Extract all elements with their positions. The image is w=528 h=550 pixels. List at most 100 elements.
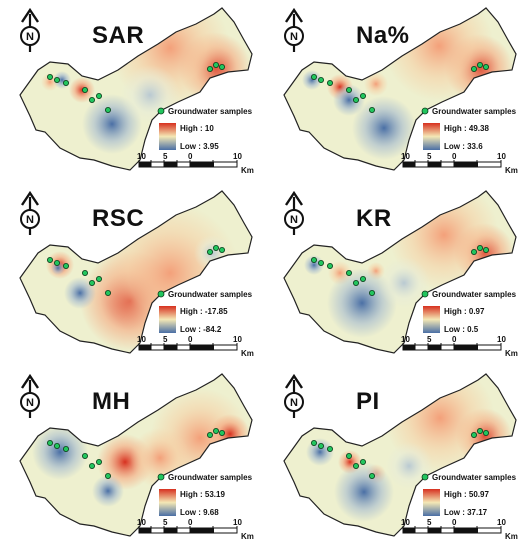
groundwater-sample-point — [318, 77, 325, 84]
groundwater-sample-point — [82, 87, 89, 94]
groundwater-sample-point — [360, 93, 367, 100]
legend-high-label: High : 53.19 — [180, 490, 225, 499]
scale-tick-0: 0 — [188, 152, 193, 161]
groundwater-sample-point — [54, 443, 61, 450]
groundwater-sample-point — [482, 430, 489, 437]
legend-color-ramp — [159, 123, 176, 150]
groundwater-sample-point — [470, 66, 477, 73]
legend-high-label: High : 0.97 — [444, 307, 485, 316]
scale-tick-0: 0 — [188, 518, 193, 527]
map-panel-rsc: N RSC Groundwater samples High : -17.85 … — [0, 183, 264, 366]
scale-bar — [138, 343, 238, 351]
scale-tick-0: 0 — [452, 152, 457, 161]
groundwater-sample-point — [212, 245, 219, 252]
groundwater-sample-point — [218, 64, 225, 71]
scale-bar — [402, 160, 502, 168]
groundwater-sample-point — [369, 473, 376, 480]
groundwater-sample-point — [206, 66, 213, 73]
scale-unit: Km — [241, 166, 254, 175]
groundwater-sample-point — [212, 428, 219, 435]
scale-tick-10-right: 10 — [233, 152, 242, 161]
legend-color-ramp — [423, 306, 440, 333]
scale-tick-5: 5 — [163, 518, 168, 527]
surface-zone — [378, 257, 430, 309]
scale-unit: Km — [505, 532, 518, 541]
groundwater-sample-point — [353, 280, 360, 287]
study-area-boundary — [283, 7, 517, 171]
map-panel-mh: N MH Groundwater samples High : 53.19 Lo… — [0, 366, 264, 549]
study-area-boundary — [19, 373, 253, 537]
scale-bar — [402, 526, 502, 534]
scale-tick-10-left: 10 — [401, 518, 410, 527]
scale-unit: Km — [505, 166, 518, 175]
scale-bar — [402, 343, 502, 351]
legend-sample-marker — [157, 290, 165, 298]
groundwater-sample-point — [89, 463, 96, 470]
legend-color-ramp — [423, 489, 440, 516]
groundwater-sample-point — [318, 260, 325, 267]
groundwater-sample-point — [218, 430, 225, 437]
map-rsc: N — [19, 190, 253, 354]
scale-bar — [138, 160, 238, 168]
groundwater-sample-point — [218, 247, 225, 254]
groundwater-sample-point — [105, 473, 112, 480]
groundwater-sample-point — [360, 459, 367, 466]
groundwater-sample-point — [311, 74, 318, 81]
legend-sample-marker — [421, 107, 429, 115]
groundwater-sample-point — [476, 428, 483, 435]
groundwater-sample-point — [96, 276, 103, 283]
groundwater-sample-point — [482, 64, 489, 71]
scale-unit: Km — [505, 349, 518, 358]
groundwater-sample-point — [89, 280, 96, 287]
groundwater-sample-point — [63, 446, 70, 453]
map-na: N — [283, 7, 517, 171]
surface-zone — [92, 475, 124, 507]
groundwater-sample-point — [353, 463, 360, 470]
north-arrow-icon: N — [284, 373, 304, 418]
legend-samples-label: Groundwater samples — [168, 473, 253, 482]
panel-title: KR — [356, 205, 392, 232]
map-panel-na: N Na% Groundwater samples High : 49.38 L… — [264, 0, 528, 183]
scale-tick-0: 0 — [452, 518, 457, 527]
groundwater-sample-point — [96, 93, 103, 100]
north-arrow-icon: N — [284, 7, 304, 52]
surface-zone — [304, 255, 324, 275]
legend-high-label: High : -17.85 — [180, 307, 228, 316]
north-label: N — [26, 397, 34, 409]
groundwater-sample-point — [206, 249, 213, 256]
panel-title: Na% — [356, 22, 410, 49]
surface-zone — [32, 424, 88, 480]
groundwater-sample-point — [311, 440, 318, 447]
north-label: N — [26, 214, 34, 226]
north-label: N — [26, 31, 34, 43]
legend-sample-marker — [157, 107, 165, 115]
north-label: N — [290, 31, 298, 43]
groundwater-sample-point — [327, 263, 334, 270]
groundwater-sample-point — [82, 270, 89, 277]
legend-high-label: High : 10 — [180, 124, 214, 133]
surface-zone — [302, 70, 322, 90]
panel-title: RSC — [92, 205, 145, 232]
groundwater-sample-point — [346, 87, 353, 94]
surface-zone — [69, 77, 95, 103]
groundwater-sample-point — [105, 290, 112, 297]
groundwater-sample-point — [476, 245, 483, 252]
legend-low-label: Low : 3.95 — [180, 142, 219, 151]
study-area-boundary — [283, 373, 517, 537]
groundwater-sample-point — [369, 107, 376, 114]
surface-zone — [120, 65, 180, 125]
legend-sample-marker — [421, 473, 429, 481]
scale-unit: Km — [241, 532, 254, 541]
legend-samples-label: Groundwater samples — [432, 107, 517, 116]
surface-zone — [306, 438, 334, 466]
north-arrow-icon: N — [20, 373, 40, 418]
legend-high-label: High : 49.38 — [444, 124, 489, 133]
groundwater-sample-point — [63, 80, 70, 87]
groundwater-sample-point — [47, 257, 54, 264]
scale-tick-10-right: 10 — [233, 518, 242, 527]
legend-low-label: Low : 0.5 — [444, 325, 479, 334]
surface-zone — [364, 72, 388, 96]
groundwater-sample-point — [47, 440, 54, 447]
scale-tick-5: 5 — [163, 152, 168, 161]
map-panel-sar: N SAR Groundwater samples High : 10 Low … — [0, 0, 264, 183]
